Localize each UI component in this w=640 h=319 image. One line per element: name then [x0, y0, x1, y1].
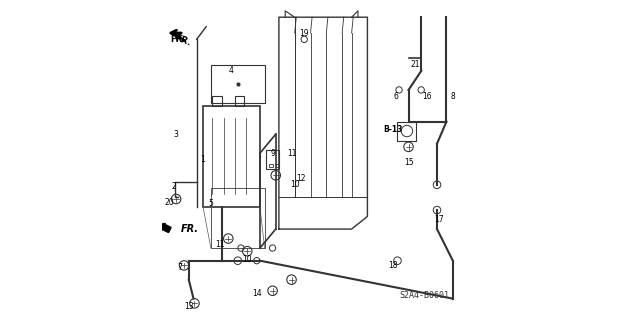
Text: 5: 5	[209, 199, 213, 208]
Bar	[397, 122, 417, 141]
Text: 11: 11	[287, 149, 296, 158]
Text: 21: 21	[410, 60, 420, 69]
Text: 9: 9	[270, 149, 275, 158]
Text: 15: 15	[404, 158, 413, 167]
Text: 1: 1	[200, 155, 205, 164]
Bar	[235, 96, 244, 106]
Bar	[266, 150, 279, 169]
Bar	[276, 164, 279, 167]
Text: 19: 19	[300, 28, 309, 38]
Text: FR.: FR.	[173, 34, 192, 48]
Text: S2A4-B0601: S2A4-B0601	[399, 291, 449, 300]
Text: FR.: FR.	[170, 34, 186, 44]
Text: 16: 16	[422, 92, 433, 101]
Text: 12: 12	[296, 174, 306, 183]
Text: 2: 2	[172, 182, 176, 191]
FancyArrow shape	[159, 223, 171, 233]
Bar	[211, 65, 265, 103]
Text: 3: 3	[173, 130, 179, 139]
Text: 8: 8	[451, 92, 455, 101]
Text: B-13: B-13	[383, 125, 402, 134]
Bar	[203, 106, 260, 207]
Text: FR.: FR.	[181, 224, 199, 234]
Text: 13: 13	[184, 302, 193, 311]
Text: 11: 11	[216, 241, 225, 249]
Text: 6: 6	[394, 92, 398, 101]
Text: 20: 20	[165, 198, 175, 207]
Text: 18: 18	[388, 261, 397, 270]
Bar	[212, 96, 222, 106]
Text: 17: 17	[434, 215, 444, 224]
Bar	[269, 164, 273, 167]
Text: 10: 10	[290, 180, 300, 189]
Text: 4: 4	[229, 66, 234, 76]
Bar	[211, 188, 265, 248]
Text: 7: 7	[177, 263, 182, 271]
Text: 14: 14	[252, 289, 262, 298]
Text: 10: 10	[243, 255, 252, 263]
